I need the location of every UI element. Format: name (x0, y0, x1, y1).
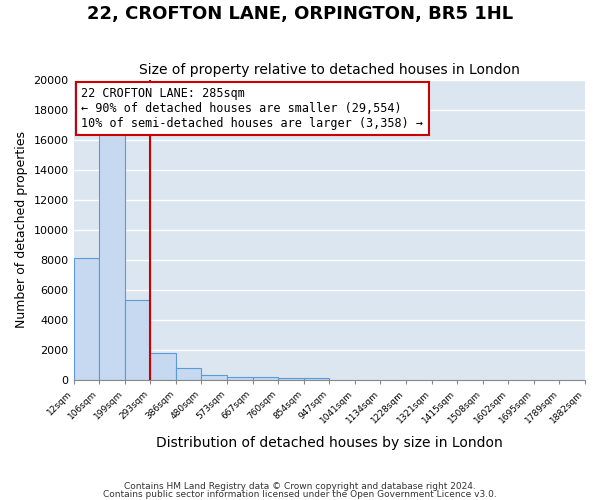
Bar (74, 258, 99, 380)
Bar (227, 376, 253, 380)
Bar (150, 352, 176, 380)
Bar (253, 378, 278, 380)
Y-axis label: Number of detached properties: Number of detached properties (15, 131, 28, 328)
X-axis label: Distribution of detached houses by size in London: Distribution of detached houses by size … (156, 436, 503, 450)
Bar (99, 132, 125, 380)
Bar (202, 375, 227, 380)
Bar (304, 378, 329, 380)
Text: Contains HM Land Registry data © Crown copyright and database right 2024.: Contains HM Land Registry data © Crown c… (124, 482, 476, 491)
Text: 22 CROFTON LANE: 285sqm
← 90% of detached houses are smaller (29,554)
10% of sem: 22 CROFTON LANE: 285sqm ← 90% of detache… (81, 87, 423, 130)
Bar (278, 378, 304, 380)
Text: 22, CROFTON LANE, ORPINGTON, BR5 1HL: 22, CROFTON LANE, ORPINGTON, BR5 1HL (87, 5, 513, 23)
Bar (176, 368, 202, 380)
Bar (125, 300, 150, 380)
Title: Size of property relative to detached houses in London: Size of property relative to detached ho… (139, 63, 520, 77)
Text: Contains public sector information licensed under the Open Government Licence v3: Contains public sector information licen… (103, 490, 497, 499)
